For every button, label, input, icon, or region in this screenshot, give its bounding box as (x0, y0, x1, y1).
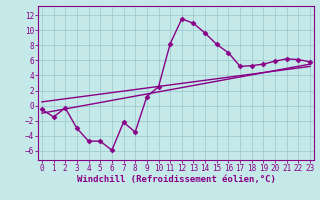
X-axis label: Windchill (Refroidissement éolien,°C): Windchill (Refroidissement éolien,°C) (76, 175, 276, 184)
